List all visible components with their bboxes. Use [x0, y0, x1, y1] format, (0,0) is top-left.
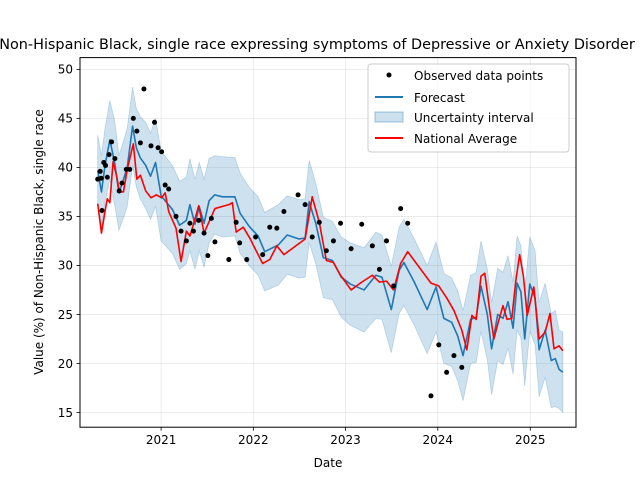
observed-point [451, 353, 457, 359]
observed-point [295, 192, 301, 198]
observed-point [338, 220, 344, 226]
y-tick-label: 25 [58, 308, 73, 322]
uncertainty-band-layer [97, 86, 564, 414]
observed-point [205, 253, 211, 259]
observed-point [376, 266, 382, 272]
legend-observed-label: Observed data points [414, 69, 543, 83]
observed-point [130, 115, 136, 121]
observed-point [244, 257, 250, 263]
observed-point [237, 240, 243, 246]
observed-point [97, 168, 103, 174]
observed-point [141, 86, 147, 92]
observed-point [166, 186, 172, 192]
observed-points-layer [95, 86, 465, 399]
observed-point [383, 238, 389, 244]
y-tick-label: 20 [58, 357, 73, 371]
observed-point [233, 219, 239, 225]
observed-point [330, 238, 336, 244]
x-tick-label: 2021 [146, 433, 177, 447]
y-tick-label: 40 [58, 161, 73, 175]
observed-point [398, 206, 404, 212]
legend-observed-marker [386, 72, 392, 78]
observed-point [359, 221, 365, 227]
x-tick-label: 2023 [330, 433, 361, 447]
legend-national-label: National Average [414, 132, 517, 146]
observed-point [159, 149, 165, 155]
observed-point [134, 128, 140, 134]
observed-point [104, 174, 110, 180]
observed-point [405, 220, 411, 226]
observed-point [178, 228, 184, 234]
observed-point [208, 215, 214, 221]
plot-frame [79, 57, 577, 428]
observed-point [253, 234, 259, 240]
observed-point [103, 162, 109, 168]
observed-point [444, 369, 450, 375]
forecast-line [96, 125, 564, 373]
x-axis-ticks: 2021 2022 2023 2024 2025 [146, 427, 546, 447]
y-tick-label: 45 [58, 112, 73, 126]
chart-title: Non-Hispanic Black, single race expressi… [0, 37, 635, 53]
observed-point [152, 119, 158, 125]
observed-point [112, 156, 118, 162]
observed-point [99, 208, 105, 214]
y-tick-label: 35 [58, 210, 73, 224]
uncertainty-band [97, 86, 564, 414]
observed-point [428, 393, 434, 399]
observed-point [436, 342, 442, 348]
legend-uncertainty-swatch [374, 111, 404, 123]
observed-point [123, 166, 129, 172]
observed-point [173, 213, 179, 219]
y-axis-label: Value (%) of Non-Hispanic Black, single … [32, 109, 46, 375]
legend: Observed data points Forecast Uncertaint… [367, 63, 570, 153]
observed-point [459, 364, 465, 370]
x-tick-label: 2025 [515, 433, 546, 447]
legend-frame [367, 63, 570, 153]
legend-forecast-label: Forecast [414, 91, 465, 105]
observed-point [119, 180, 125, 186]
observed-point [369, 243, 375, 249]
observed-point [155, 145, 161, 151]
observed-point [260, 252, 266, 258]
grid-lines [80, 57, 576, 428]
observed-point [148, 143, 154, 149]
observed-point [212, 239, 218, 245]
observed-point [116, 188, 122, 194]
y-tick-label: 15 [58, 406, 73, 420]
observed-point [190, 228, 196, 234]
observed-point [348, 246, 354, 252]
observed-point [316, 219, 322, 225]
y-tick-label: 50 [58, 63, 73, 77]
observed-point [281, 209, 287, 215]
observed-point [201, 230, 207, 236]
observed-point [309, 234, 315, 240]
x-axis-label: Date [314, 456, 343, 470]
y-axis-ticks: 15 20 25 30 35 40 45 50 [58, 63, 80, 420]
x-tick-label: 2024 [423, 433, 454, 447]
observed-point [162, 182, 168, 188]
observed-point [109, 139, 115, 145]
observed-point [137, 140, 143, 146]
legend-uncertainty-label: Uncertainty interval [414, 111, 534, 125]
observed-point [226, 257, 232, 263]
observed-point [196, 217, 202, 223]
observed-point [98, 175, 104, 181]
observed-point [127, 166, 133, 172]
observed-point [274, 225, 280, 231]
observed-point [302, 202, 308, 208]
national-average-line [96, 143, 564, 352]
x-tick-label: 2022 [238, 433, 269, 447]
y-tick-label: 30 [58, 259, 73, 273]
observed-point [106, 152, 112, 158]
observed-point [267, 224, 273, 230]
series-lines-layer [96, 125, 564, 373]
observed-point [183, 238, 189, 244]
observed-point [323, 248, 329, 254]
observed-point [391, 283, 397, 289]
observed-point [187, 220, 193, 226]
